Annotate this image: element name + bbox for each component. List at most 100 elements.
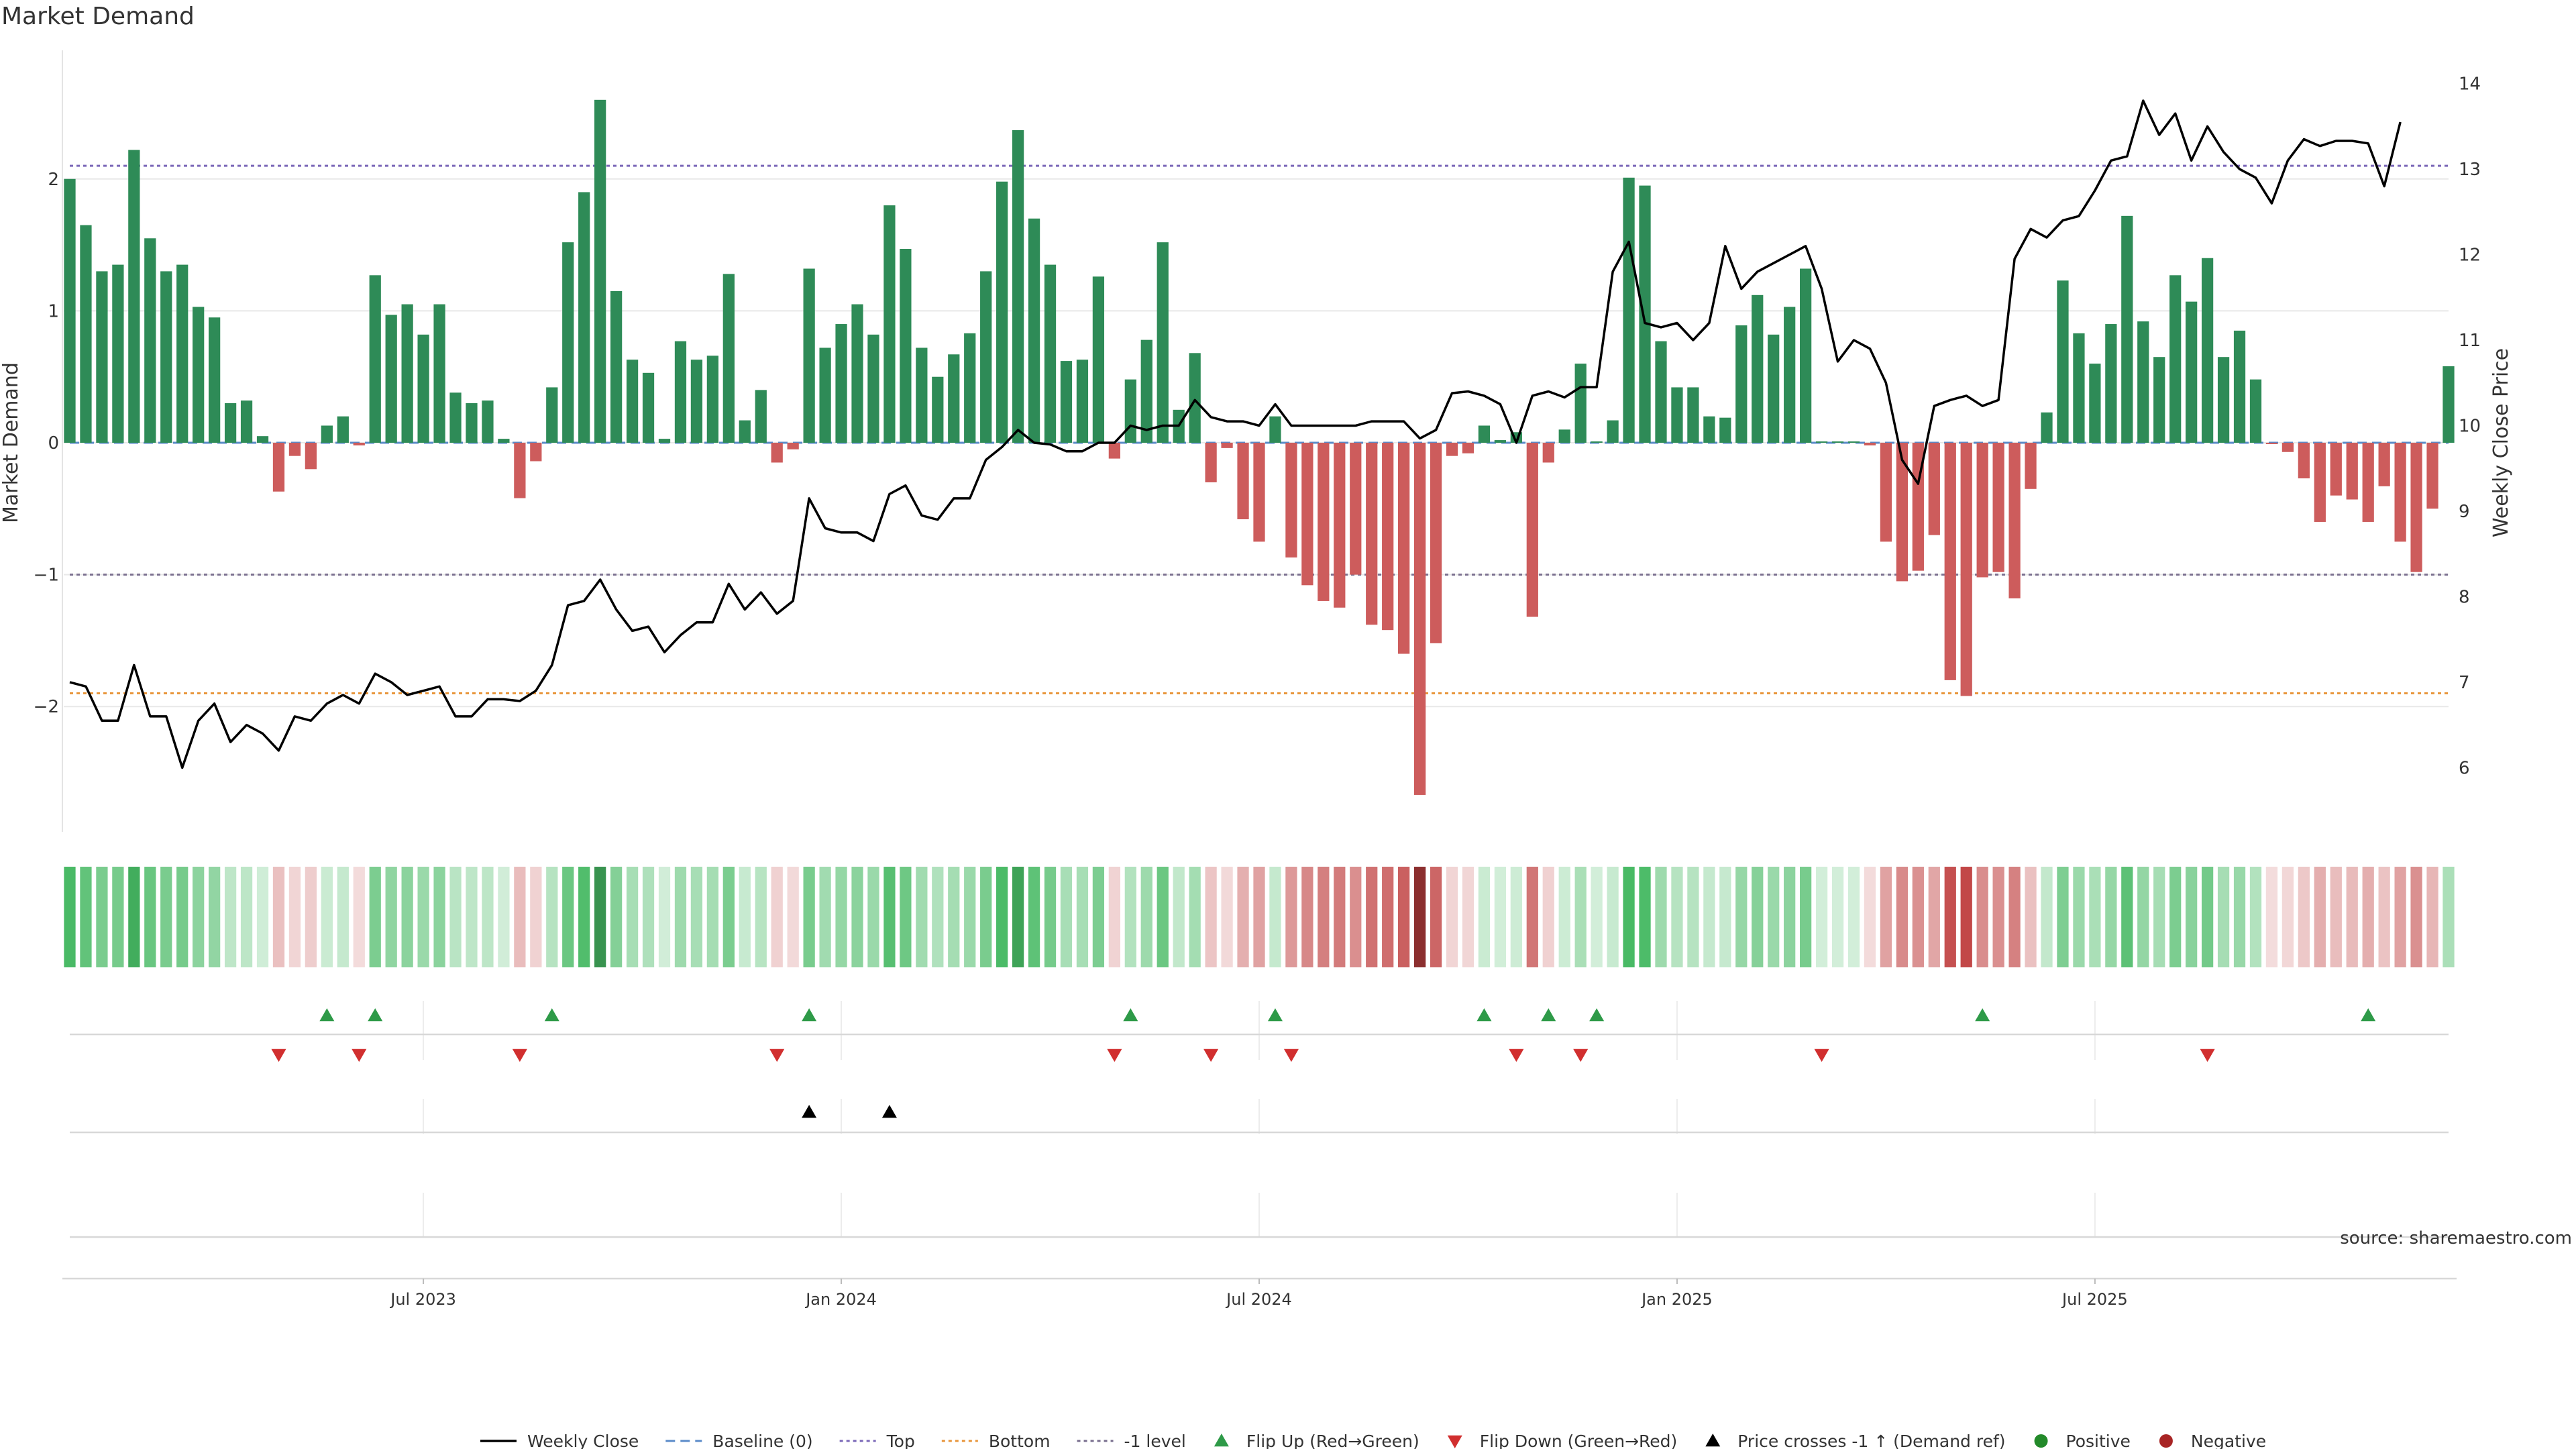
heat-strip-cell bbox=[819, 867, 831, 967]
heat-strip-cell bbox=[2282, 867, 2294, 967]
demand-bar bbox=[1446, 443, 1458, 456]
flip-down-marker bbox=[271, 1049, 286, 1062]
demand-bar bbox=[530, 443, 542, 462]
flip-down-marker bbox=[352, 1049, 367, 1062]
heat-strip-cell bbox=[1574, 867, 1587, 967]
demand-bar bbox=[883, 205, 896, 443]
heat-strip-cell bbox=[240, 867, 253, 967]
legend-label: Negative bbox=[2191, 1432, 2266, 1449]
heat-strip-cell bbox=[1912, 867, 1924, 967]
heat-strip-cell bbox=[1558, 867, 1570, 967]
heat-strip-cell bbox=[594, 867, 606, 967]
flip-down-marker bbox=[1283, 1049, 1299, 1062]
heat-strip-cell bbox=[1526, 867, 1538, 967]
heat-strip-cell bbox=[1784, 867, 1796, 967]
heat-strip-cell bbox=[209, 867, 221, 967]
demand-bar bbox=[2233, 330, 2246, 443]
demand-bar bbox=[2282, 443, 2294, 452]
flip-down-marker bbox=[1107, 1049, 1122, 1062]
heat-strip-cell bbox=[1044, 867, 1057, 967]
legend-label: Bottom bbox=[989, 1432, 1051, 1449]
heat-strip-cell bbox=[401, 867, 413, 967]
y2-axis-title: Weekly Close Price bbox=[2489, 348, 2513, 537]
demand-bar bbox=[2362, 443, 2374, 522]
heat-strip-cell bbox=[1446, 867, 1458, 967]
demand-bar bbox=[803, 268, 815, 443]
heat-strip-cell bbox=[160, 867, 172, 967]
demand-bar bbox=[1542, 443, 1554, 463]
demand-bar bbox=[1687, 387, 1699, 443]
demand-bar bbox=[2073, 333, 2085, 443]
heat-strip-cell bbox=[2233, 867, 2246, 967]
demand-bar bbox=[2346, 443, 2358, 500]
heat-strip-cell bbox=[112, 867, 124, 967]
price-cross-marker bbox=[802, 1105, 817, 1118]
demand-bar bbox=[482, 400, 494, 443]
heat-strip-cell bbox=[916, 867, 928, 967]
heat-strip-cell bbox=[2265, 867, 2278, 967]
demand-bar bbox=[1366, 443, 1378, 625]
heat-strip-cell bbox=[2186, 867, 2198, 967]
flip-up-marker bbox=[1123, 1008, 1138, 1022]
heat-strip-cell bbox=[2121, 867, 2133, 967]
legend-label: Price crosses -1 ↑ (Demand ref) bbox=[1737, 1432, 2005, 1449]
demand-bar bbox=[1076, 360, 1089, 443]
demand-bar bbox=[1784, 307, 1796, 443]
demand-bar bbox=[1639, 185, 1651, 443]
heat-strip-cell bbox=[1960, 867, 1972, 967]
demand-bar bbox=[1334, 443, 1346, 608]
heat-strip-cell bbox=[272, 867, 285, 967]
flip-down-marker bbox=[512, 1049, 527, 1062]
demand-bar bbox=[642, 372, 655, 443]
heat-strip-cell bbox=[1413, 867, 1426, 967]
demand-bar bbox=[1960, 443, 1972, 696]
demand-bar bbox=[722, 274, 735, 443]
heat-strip-cell bbox=[964, 867, 976, 967]
flip-up-marker bbox=[802, 1008, 817, 1022]
heat-strip-cell bbox=[1719, 867, 1731, 967]
heat-strip-cell bbox=[288, 867, 301, 967]
demand-bar bbox=[2426, 443, 2438, 509]
demand-bar bbox=[209, 317, 221, 443]
demand-bar bbox=[1012, 130, 1024, 443]
heat-strip-cell bbox=[706, 867, 719, 967]
demand-bar bbox=[1318, 443, 1330, 601]
heat-strip-cell bbox=[2346, 867, 2358, 967]
heat-strip-cell bbox=[2330, 867, 2342, 967]
heat-strip-cell bbox=[1847, 867, 1860, 967]
demand-bar bbox=[1880, 443, 1892, 542]
heat-strip-cell bbox=[144, 867, 156, 967]
heat-strip-cell bbox=[1366, 867, 1378, 967]
demand-bar bbox=[996, 181, 1008, 443]
demand-bar bbox=[1574, 364, 1587, 443]
demand-bar bbox=[305, 443, 317, 470]
heat-strip-cell bbox=[1076, 867, 1089, 967]
heat-strip-cell bbox=[353, 867, 365, 967]
heat-strip-cell bbox=[2089, 867, 2101, 967]
x-tick-label: Jan 2024 bbox=[804, 1290, 877, 1309]
legend-swatch bbox=[1705, 1434, 1721, 1447]
legend-label: -1 level bbox=[1124, 1432, 1186, 1449]
heat-strip-cell bbox=[321, 867, 333, 967]
demand-bar bbox=[1092, 276, 1105, 443]
y-tick-label: 1 bbox=[48, 301, 59, 321]
heat-strip-cell bbox=[1430, 867, 1442, 967]
demand-bar bbox=[498, 439, 510, 443]
heat-strip-cell bbox=[498, 867, 510, 967]
demand-bar bbox=[1607, 420, 1619, 443]
demand-bar bbox=[2008, 443, 2021, 598]
heat-strip-cell bbox=[1768, 867, 1780, 967]
heat-strip-cell bbox=[1157, 867, 1169, 967]
demand-bar bbox=[658, 439, 671, 443]
heat-strip-cell bbox=[1591, 867, 1603, 967]
heat-strip-cell bbox=[256, 867, 269, 967]
flip-up-marker bbox=[2361, 1008, 2376, 1022]
heat-strip-cell bbox=[1124, 867, 1136, 967]
price-cross-marker bbox=[881, 1105, 897, 1118]
demand-bar bbox=[1462, 443, 1474, 453]
demand-bar bbox=[835, 324, 847, 443]
legend-label: Baseline (0) bbox=[712, 1432, 812, 1449]
demand-bar bbox=[2121, 215, 2133, 443]
demand-bar bbox=[1189, 353, 1201, 443]
heat-strip-cell bbox=[1205, 867, 1217, 967]
